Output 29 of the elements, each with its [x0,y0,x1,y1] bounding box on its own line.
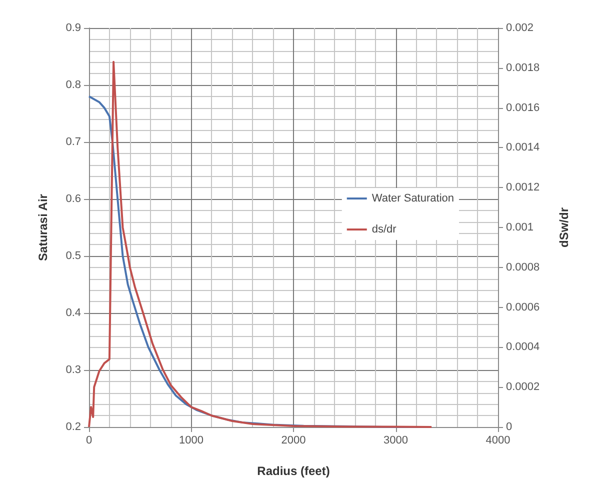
y2-tick-label: 0.0008 [506,261,540,274]
y-tick-label: 0.4 [66,307,81,319]
x-tick-label: 1000 [179,434,204,446]
x-tick-label: 0 [86,434,92,446]
y-tick-label: 0.3 [66,364,81,376]
y2-tick-label: 0.002 [506,22,534,34]
y-tick-label: 0.5 [66,250,81,262]
y2-tick-label: 0.0018 [506,62,540,74]
legend-label: ds/dr [372,224,397,236]
y2-tick-label: 0.0012 [506,182,540,194]
y-tick-label: 0.2 [66,421,81,433]
y-tick-label: 0.7 [66,136,81,148]
y-axis-title: Saturasi Air [36,194,50,261]
y-tick-label: 0.8 [66,79,81,91]
y2-tick-label: 0.0006 [506,301,540,314]
y2-tick-label: 0.0016 [506,102,540,114]
y2-tick-label: 0.001 [506,222,534,234]
legend-label: Water Saturation [372,192,454,204]
y2-axis-title: dSw/dr [557,207,571,248]
y2-tick-label: 0.0002 [506,381,540,394]
y2-tick-label: 0 [506,421,512,433]
y-tick-label: 0.6 [66,193,81,205]
y-tick-label: 0.9 [66,22,81,34]
x-tick-label: 3000 [384,434,408,446]
x-tick-label: 2000 [281,434,306,446]
y2-tick-label: 0.0014 [506,142,540,154]
y2-tick-label: 0.0004 [506,341,540,354]
x-tick-label: 4000 [486,434,510,446]
x-axis-title: Radius (feet) [257,464,330,478]
